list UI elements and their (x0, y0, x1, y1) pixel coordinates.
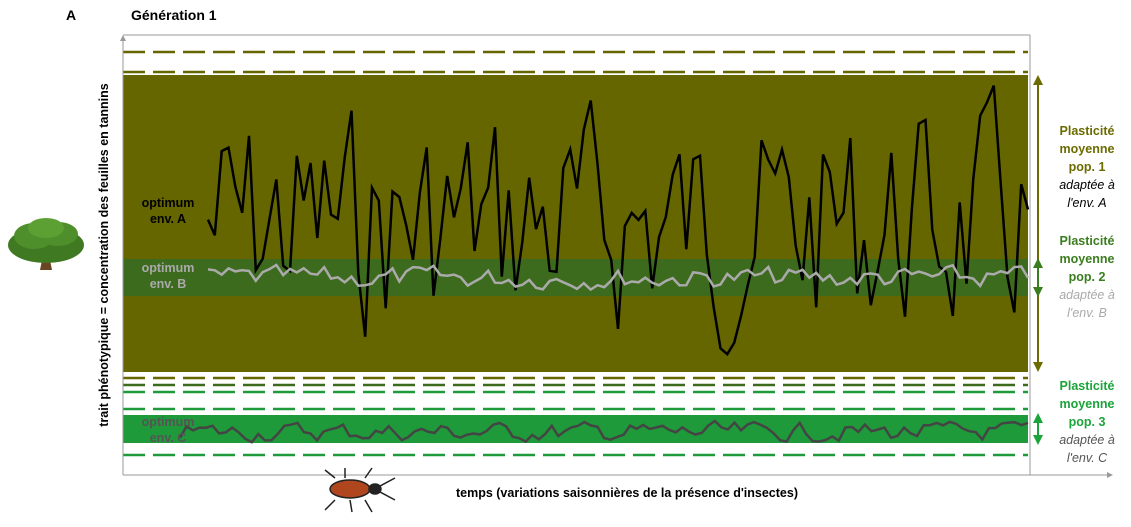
band-c (123, 415, 1028, 443)
x-axis-label: temps (variations saisonnières de la pré… (456, 486, 798, 500)
optimum-label: optimum (142, 196, 195, 210)
pop-label: moyenne (1060, 252, 1115, 266)
title: Génération 1 (131, 7, 217, 23)
optimum-label: env. C (150, 431, 187, 445)
band-a (123, 75, 1028, 372)
pop-label: Plasticité (1060, 379, 1115, 393)
pop-label: pop. 1 (1069, 160, 1106, 174)
pop-label: Plasticité (1060, 124, 1115, 138)
pop-label: Plasticité (1060, 234, 1115, 248)
trait-line-c (178, 419, 1029, 444)
pop-label: adaptée à (1059, 288, 1115, 302)
pop-label: adaptée à (1059, 433, 1115, 447)
panel-label: A (66, 7, 76, 23)
trait-line-a (206, 85, 1030, 357)
trait-line-b (207, 263, 1030, 292)
y-axis-label: trait phénotypique = concentration des f… (97, 83, 111, 427)
optimum-label: optimum (142, 415, 195, 429)
pop-label: l'env. B (1067, 306, 1107, 320)
population-labels: Plasticité moyenne pop. 1 adaptée à l'en… (1059, 124, 1115, 465)
pop-label: l'env. A (1067, 196, 1106, 210)
pop-label: pop. 2 (1069, 270, 1106, 284)
optimum-labels: optimum env. A optimum env. B optimum en… (142, 196, 195, 445)
optimum-label: env. A (150, 212, 186, 226)
optimum-label: env. B (150, 277, 187, 291)
limits (123, 50, 1028, 457)
tree-icon (8, 218, 84, 270)
insect-icon (324, 467, 396, 513)
pop-label: l'env. C (1067, 451, 1108, 465)
optimum-label: optimum (142, 261, 195, 275)
pop-label: pop. 3 (1069, 415, 1106, 429)
pop-label: moyenne (1060, 397, 1115, 411)
pop-label: adaptée à (1059, 178, 1115, 192)
pop-label: moyenne (1060, 142, 1115, 156)
